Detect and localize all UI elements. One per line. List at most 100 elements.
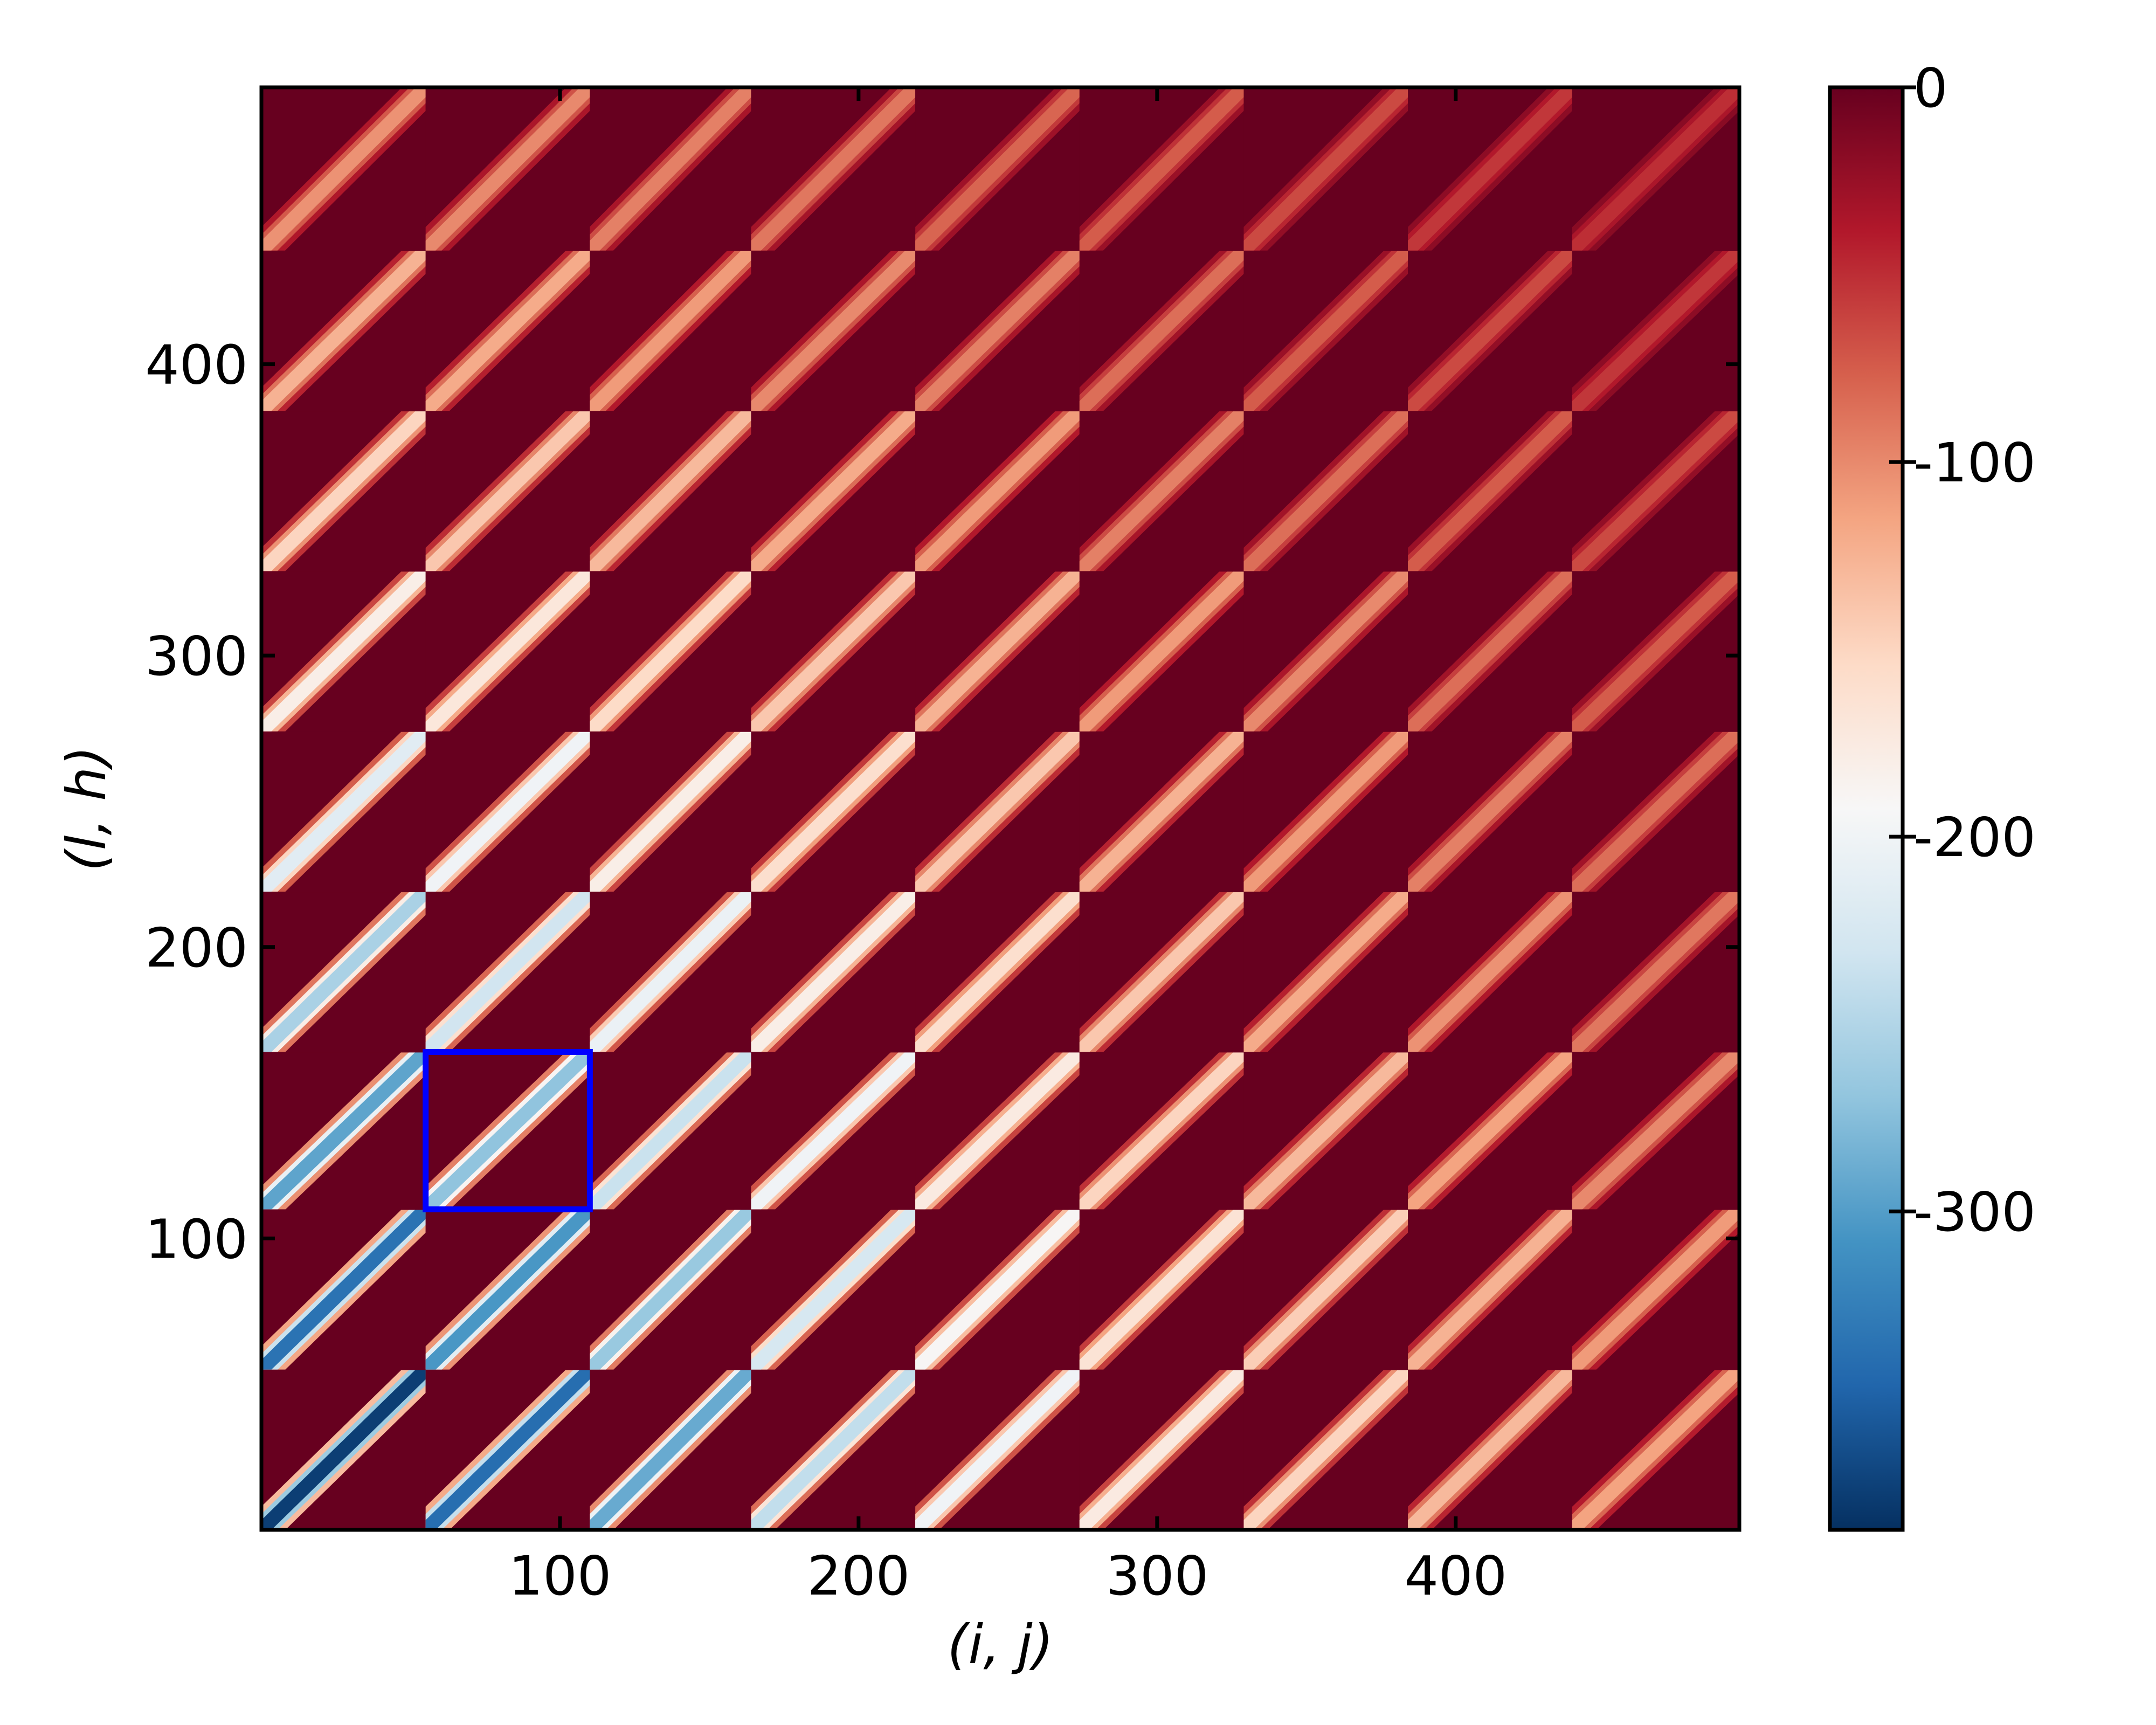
heatmap-block xyxy=(1079,731,1245,893)
diagonal-band xyxy=(425,892,590,1052)
colorbar-tick-label: -300 xyxy=(1913,1181,2036,1244)
heatmap-block xyxy=(261,731,426,893)
y-tick-label: 200 xyxy=(145,916,248,979)
diagonal-band xyxy=(1408,87,1572,251)
diagonal-band xyxy=(425,1052,590,1210)
heatmap-block xyxy=(590,250,752,412)
heatmap-block xyxy=(1243,1209,1409,1370)
heatmap-block xyxy=(590,892,752,1053)
heatmap-block xyxy=(1243,250,1409,412)
heatmap-block xyxy=(1243,571,1409,732)
y-tick-label: 400 xyxy=(145,334,248,397)
diagonal-band xyxy=(261,571,426,732)
heatmap-block xyxy=(1408,892,1573,1053)
diagonal-band xyxy=(1572,892,1739,1052)
diagonal-band xyxy=(1079,1052,1244,1210)
x-tick-label: 400 xyxy=(1404,1544,1507,1607)
diagonal-band xyxy=(1079,87,1244,251)
diagonal-band xyxy=(1243,892,1408,1052)
x-axis-ticks: 100 200 300 400 xyxy=(509,87,1507,1607)
heatmap-block xyxy=(751,731,916,893)
diagonal-band xyxy=(261,411,426,571)
diagonal-band xyxy=(1572,1209,1739,1370)
diagonal-band xyxy=(1408,1052,1572,1210)
heatmap-block xyxy=(1079,1052,1245,1210)
diagonal-band xyxy=(751,571,916,732)
heatmap-block xyxy=(1572,250,1739,412)
diagonal-band xyxy=(751,411,916,571)
diagonal-band xyxy=(590,892,751,1052)
diagonal-band xyxy=(1572,1369,1739,1530)
diagonal-band xyxy=(1572,731,1739,892)
diagonal-band xyxy=(425,1369,590,1530)
diagonal-band xyxy=(590,1369,751,1530)
diagonal-band xyxy=(1243,731,1408,892)
heatmap-block xyxy=(590,87,752,251)
diagonal-band xyxy=(1079,571,1244,732)
diagonal-band xyxy=(425,731,590,892)
diagonal-band xyxy=(425,571,590,732)
diagonal-band xyxy=(1079,1369,1244,1530)
diagonal-band xyxy=(261,250,426,411)
diagonal-band xyxy=(1079,411,1244,571)
heatmap-block xyxy=(1572,1369,1739,1530)
heatmap-block xyxy=(1079,571,1245,732)
heatmap-block xyxy=(1243,411,1409,572)
heatmap-block xyxy=(751,892,916,1053)
plot-area: 100 200 300 400 100 200 300 400 xyxy=(145,85,1742,1607)
diagonal-band xyxy=(1243,87,1408,251)
colorbar-tick-label: -200 xyxy=(1913,806,2036,869)
heatmap-block xyxy=(1079,250,1245,412)
y-axis-ticks: 100 200 300 400 xyxy=(145,334,1739,1271)
diagonal-band xyxy=(1243,250,1408,411)
heatmap-block xyxy=(261,1369,426,1530)
diagonal-band xyxy=(1079,731,1244,892)
diagonal-band xyxy=(751,1369,916,1530)
heatmap-block xyxy=(425,892,591,1053)
heatmap-block xyxy=(1408,250,1573,412)
heatmap-block xyxy=(1572,1052,1739,1210)
heatmap-block xyxy=(1572,87,1739,251)
heatmap-block xyxy=(1408,1052,1573,1210)
heatmap-block xyxy=(590,411,752,572)
heatmap-block xyxy=(1079,892,1245,1053)
diagonal-band xyxy=(915,731,1080,892)
heatmap-block xyxy=(261,87,426,251)
heatmap-block xyxy=(1243,892,1409,1053)
heatmap-block xyxy=(590,571,752,732)
heatmap-block xyxy=(751,1052,916,1210)
plot-frame xyxy=(259,85,1742,1532)
heatmap-block xyxy=(915,1209,1080,1370)
y-tick-label: 300 xyxy=(145,625,248,688)
highlight-box xyxy=(423,1048,593,1212)
heatmap-block xyxy=(261,250,426,412)
x-tick-label: 300 xyxy=(1105,1544,1208,1607)
heatmap-block xyxy=(915,411,1080,572)
heatmap-block xyxy=(425,87,591,251)
heatmap-block xyxy=(425,411,591,572)
heatmap-block xyxy=(425,1052,591,1210)
colorbar-frame xyxy=(1828,85,1905,1532)
heatmap-block xyxy=(1572,411,1739,572)
heatmap-block xyxy=(261,1052,426,1210)
heatmap-block xyxy=(425,250,591,412)
heatmap-block xyxy=(751,1209,916,1370)
heatmap-block xyxy=(261,411,426,572)
y-tick-label: 100 xyxy=(145,1208,248,1271)
diagonal-band xyxy=(590,731,751,892)
diagonal-band xyxy=(1408,1369,1572,1530)
heatmap-cells xyxy=(261,87,1739,1530)
heatmap-block xyxy=(1079,87,1245,251)
heatmap-block xyxy=(915,87,1080,251)
heatmap-block xyxy=(915,250,1080,412)
heatmap-block xyxy=(1408,411,1573,572)
heatmap-block xyxy=(1079,1209,1245,1370)
diagonal-band xyxy=(1572,571,1739,732)
heatmap-block xyxy=(751,250,916,412)
heatmap-block xyxy=(261,1209,426,1370)
heatmap-block xyxy=(1079,1369,1245,1530)
diagonal-band xyxy=(915,571,1080,732)
heatmap-block xyxy=(261,571,426,732)
heatmap-block xyxy=(1572,571,1739,732)
